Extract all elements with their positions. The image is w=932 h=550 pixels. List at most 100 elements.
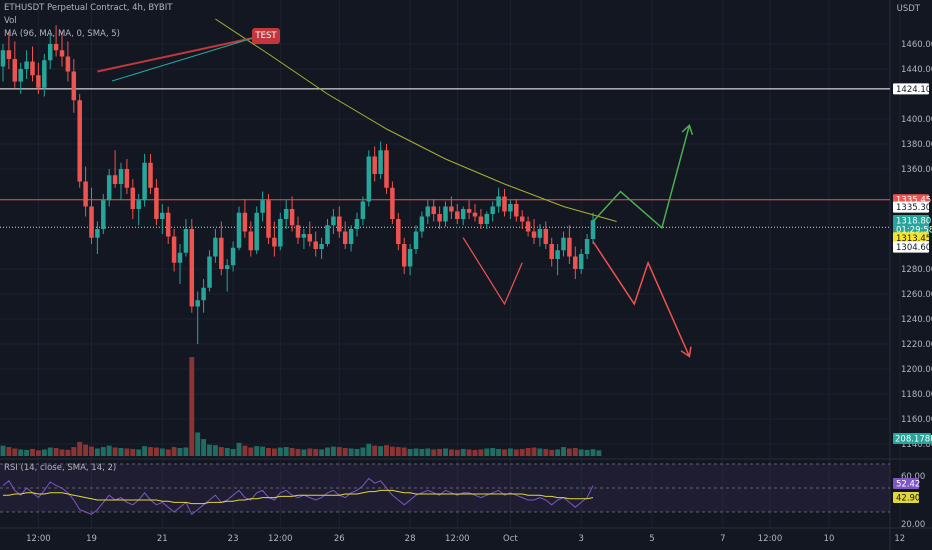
ma-legend[interactable]: MA (96, MA, MA, 0, SMA, 5) <box>4 29 120 39</box>
volume-bar <box>59 449 65 456</box>
time-tick-label: 12:00 <box>758 534 783 544</box>
volume-badge-label: 208.178K <box>895 435 932 445</box>
price-axis[interactable]: 60.00 20.00 1460.00 1440.00 1400.00 1380.00 13… <box>901 40 932 530</box>
price-badge-label: 1424.10 <box>896 85 931 95</box>
volume-bar <box>112 447 118 456</box>
candle-body <box>242 212 248 232</box>
time-tick-label: 10 <box>824 534 835 544</box>
time-tick-label: 7 <box>720 534 725 544</box>
time-tick-label: 12:00 <box>445 534 470 544</box>
trendline-guide <box>111 37 254 82</box>
volume-bar <box>130 448 136 456</box>
candle-body <box>83 181 88 207</box>
candle-body <box>443 206 448 222</box>
ma-line <box>215 18 617 222</box>
volume-bar <box>248 447 254 456</box>
candle-body <box>177 252 183 263</box>
volume-bar <box>502 449 507 456</box>
candle-body <box>130 187 136 209</box>
candle-body <box>65 56 71 72</box>
price-badge <box>893 223 929 235</box>
drawing-overlays <box>97 18 694 358</box>
volume-bar <box>478 449 484 456</box>
volume-bar <box>484 448 490 456</box>
volume-bar <box>319 449 325 456</box>
symbol-legend[interactable]: ETHUSDT Perpetual Contract, 4h, BYBIT <box>4 3 172 13</box>
candle-body <box>42 60 47 88</box>
candle-body <box>342 231 348 244</box>
time-axis[interactable]: 12:00 19 21 23 12:00 26 28 12:00 Oct 3 5 7 12:00 10 12… <box>26 534 932 544</box>
volume-bar <box>342 447 348 456</box>
volume-bar <box>271 448 277 456</box>
price-badge-label: 1335.30 <box>896 203 931 213</box>
volume-bar <box>301 449 307 456</box>
volume-bar <box>549 449 555 456</box>
candle-body <box>59 50 65 57</box>
volume-bar <box>148 447 153 456</box>
candle-body <box>396 219 401 244</box>
time-tick-label: 19 <box>86 534 97 544</box>
candle-body <box>295 225 301 238</box>
volume-bar <box>71 447 77 456</box>
price-tick-label: 1260.00 <box>901 290 932 300</box>
candle-body <box>142 162 147 201</box>
volume-bar <box>230 448 236 456</box>
time-tick-label: 26 <box>334 534 345 544</box>
bearish-projection-arrowhead <box>680 346 692 358</box>
volume-bar <box>35 450 41 456</box>
volume-bar <box>283 447 289 456</box>
volume-bar <box>266 447 271 456</box>
volume-bar <box>277 447 283 456</box>
time-tick-label: 12:00 <box>26 534 51 544</box>
rsi-legend[interactable]: RSI (14, close, SMA, 14, 2) <box>4 463 116 473</box>
test-trendline <box>97 37 254 73</box>
candle-body <box>171 236 177 263</box>
candle-body <box>160 212 165 219</box>
candle-body <box>36 75 41 88</box>
candle-body <box>407 249 413 267</box>
price-tick-label: 1160.00 <box>901 415 932 425</box>
test-annotation[interactable]: TEST <box>252 28 280 44</box>
volume-bar <box>519 448 525 456</box>
candle-body <box>431 206 436 214</box>
candle-body <box>419 216 425 232</box>
volume-bar <box>372 445 378 456</box>
candle-body <box>289 209 295 226</box>
candle-body <box>260 200 265 213</box>
time-tick-label: Oct <box>503 534 518 544</box>
candle-body <box>472 212 478 217</box>
candle-body <box>0 50 6 67</box>
volume-legend[interactable]: Vol <box>4 16 17 26</box>
candle-body <box>537 229 543 238</box>
time-tick-label: 12:00 <box>268 534 293 544</box>
candle-body <box>148 162 153 188</box>
volume-bar <box>395 447 401 456</box>
candle-body <box>372 156 377 174</box>
volume-bar <box>201 439 207 456</box>
volume-bar <box>513 449 519 456</box>
volume-bar <box>106 445 112 456</box>
volume-bar <box>18 449 24 456</box>
candle-body <box>307 234 313 242</box>
candle-body <box>401 244 407 267</box>
volume-bar <box>330 446 336 456</box>
volume-bar <box>41 449 47 456</box>
volume-bar <box>596 450 602 456</box>
candle-body <box>573 256 578 269</box>
price-badge <box>893 232 929 244</box>
volume-bar <box>24 449 30 456</box>
candle-body <box>319 244 324 249</box>
volume-bar <box>218 447 224 456</box>
candle-body <box>325 225 330 244</box>
volume-bar <box>555 449 561 456</box>
volume-bar <box>0 445 6 456</box>
candlesticks <box>0 25 596 344</box>
candle-body <box>6 50 12 59</box>
volume-bar <box>561 447 566 456</box>
volume-bar <box>537 448 543 456</box>
volume-bar <box>543 448 549 456</box>
candle-body <box>360 201 366 219</box>
volume-bar <box>183 447 189 456</box>
volume-bar <box>53 447 59 456</box>
